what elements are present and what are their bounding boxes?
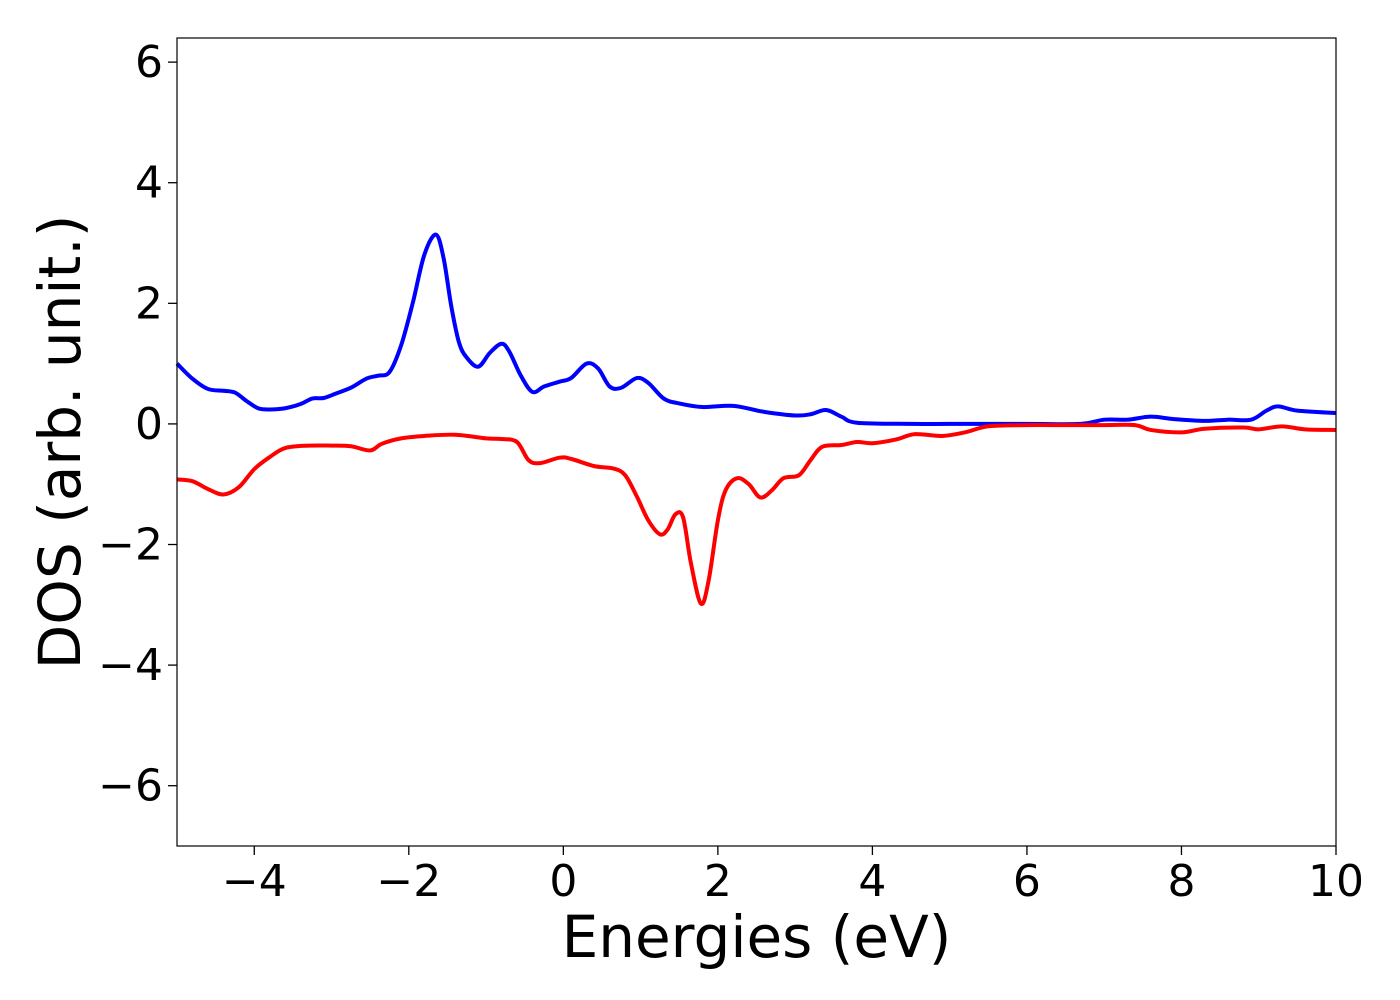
x-axis-ticks: −4 −2 0 2 4 6 8 10 xyxy=(222,846,1364,907)
y-axis-ticks: −6 −4 −2 0 2 4 6 xyxy=(98,37,177,812)
x-tick-label: 10 xyxy=(1308,856,1364,907)
y-axis-title: DOS (arb. unit.) xyxy=(26,215,94,670)
y-tick-label: 2 xyxy=(135,278,163,329)
plot-area xyxy=(177,38,1336,846)
x-tick-label: 6 xyxy=(1013,856,1041,907)
x-axis-title: Energies (eV) xyxy=(562,903,952,971)
x-tick-label: −4 xyxy=(222,856,287,907)
y-tick-label: 0 xyxy=(135,399,163,450)
series-line-1 xyxy=(175,232,1337,427)
x-tick-label: 4 xyxy=(858,856,886,907)
x-tick-label: −2 xyxy=(376,856,441,907)
x-tick-label: 2 xyxy=(704,856,732,907)
y-tick-label: 6 xyxy=(135,37,163,88)
series-layer xyxy=(175,232,1337,607)
x-tick-label: 8 xyxy=(1167,856,1195,907)
y-tick-label: −6 xyxy=(98,761,163,812)
y-tick-label: −2 xyxy=(98,520,163,571)
y-tick-label: 4 xyxy=(135,158,163,209)
x-tick-label: 0 xyxy=(549,856,577,907)
y-tick-label: −4 xyxy=(98,640,163,691)
plot-frame xyxy=(176,37,1337,847)
series-line-2 xyxy=(176,422,1337,607)
